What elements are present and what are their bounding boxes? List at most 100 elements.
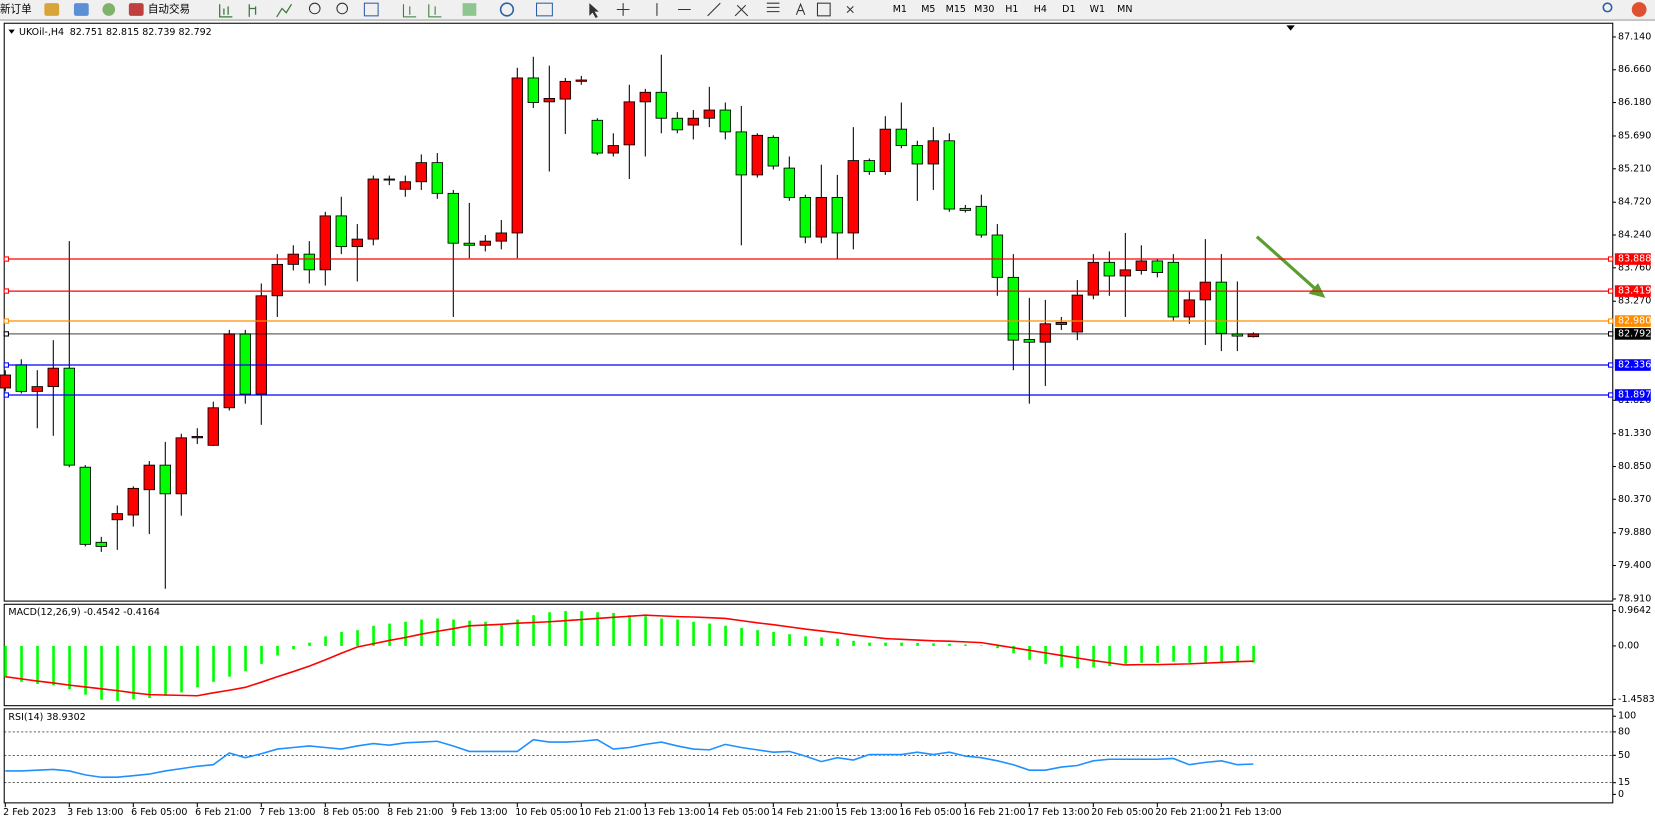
candle-body bbox=[191, 436, 203, 439]
x-tick-label: 8 Feb 05:00 bbox=[323, 807, 379, 818]
icon[interactable] bbox=[402, 4, 442, 18]
timeframe-button[interactable]: H4 bbox=[1034, 4, 1047, 15]
macd-bar bbox=[180, 645, 183, 693]
timeframe-button[interactable]: W1 bbox=[1090, 4, 1105, 15]
icon[interactable] bbox=[536, 2, 553, 17]
icon[interactable] bbox=[248, 4, 257, 17]
macd-bar bbox=[404, 621, 407, 646]
price-label: 82.792 bbox=[1618, 328, 1651, 339]
timeframe-button[interactable]: D1 bbox=[1062, 4, 1075, 15]
candle-body bbox=[239, 333, 251, 395]
y-tick-label: 0 bbox=[1618, 789, 1624, 800]
price-label: 82.336 bbox=[1618, 360, 1651, 371]
candle-body bbox=[799, 197, 812, 238]
macd-bar bbox=[36, 645, 39, 685]
macd-bar bbox=[228, 645, 231, 677]
timeframe-button[interactable]: H1 bbox=[1005, 4, 1018, 15]
macd-bar bbox=[964, 644, 967, 646]
candle-body bbox=[639, 91, 652, 103]
candle-body bbox=[607, 145, 620, 154]
macd-bar bbox=[1092, 645, 1095, 668]
y-tick-label: 85.210 bbox=[1618, 163, 1651, 174]
candle-body bbox=[319, 215, 331, 271]
icon[interactable] bbox=[336, 2, 349, 15]
candle-body bbox=[15, 364, 27, 392]
icon[interactable] bbox=[44, 3, 60, 16]
icon[interactable] bbox=[219, 4, 233, 18]
macd-bar bbox=[356, 630, 359, 646]
macd-bar bbox=[340, 632, 343, 646]
candle-body bbox=[895, 128, 908, 146]
candle-body bbox=[255, 295, 267, 395]
x-tick-label: 10 Feb 21:00 bbox=[579, 807, 641, 818]
x-tick-label: 3 Feb 13:00 bbox=[67, 807, 123, 818]
x-tick-label: 20 Feb 05:00 bbox=[1091, 807, 1153, 818]
macd-bar bbox=[1140, 645, 1143, 663]
macd-bar bbox=[420, 619, 423, 646]
level-handle bbox=[1608, 331, 1614, 337]
x-tick-label: 8 Feb 21:00 bbox=[387, 807, 443, 818]
candle-body bbox=[783, 167, 796, 198]
icon[interactable] bbox=[73, 3, 89, 16]
candle-body bbox=[367, 178, 380, 240]
x-tick-label: 6 Feb 21:00 bbox=[195, 807, 251, 818]
macd-bar bbox=[756, 630, 759, 646]
macd-bar bbox=[52, 645, 55, 686]
icon[interactable] bbox=[766, 2, 780, 13]
macd-bar bbox=[772, 632, 775, 646]
macd-bar bbox=[996, 645, 999, 649]
candle-body bbox=[991, 234, 1004, 278]
price-label: 83.419 bbox=[1618, 286, 1651, 297]
candle-body bbox=[447, 192, 460, 244]
search-icon[interactable] bbox=[1602, 2, 1613, 13]
notification-icon[interactable] bbox=[1631, 2, 1647, 17]
icon[interactable] bbox=[276, 3, 293, 18]
timeframe-button[interactable]: M5 bbox=[921, 4, 935, 15]
candle-body bbox=[271, 263, 283, 297]
timeframe-button[interactable]: M1 bbox=[893, 4, 907, 15]
macd-bar bbox=[564, 611, 567, 646]
x-tick-label: 13 Feb 13:00 bbox=[643, 807, 705, 818]
macd-bar bbox=[116, 645, 119, 701]
auto-trade[interactable]: 自动交易 bbox=[148, 3, 190, 16]
icon[interactable] bbox=[128, 3, 144, 16]
macd-bar bbox=[1108, 645, 1111, 667]
macd-bar bbox=[1156, 645, 1159, 663]
icon[interactable] bbox=[589, 3, 599, 18]
macd-bar bbox=[132, 645, 135, 700]
x-tick-label: 20 Feb 21:00 bbox=[1155, 807, 1217, 818]
icon[interactable] bbox=[308, 2, 321, 15]
timeframe-button[interactable]: MN bbox=[1117, 4, 1132, 15]
macd-bar bbox=[1124, 645, 1127, 664]
macd-bar bbox=[820, 637, 823, 646]
macd-bar bbox=[84, 645, 87, 695]
icon[interactable] bbox=[795, 2, 806, 15]
icon[interactable] bbox=[616, 2, 749, 17]
macd-bar bbox=[1028, 645, 1031, 660]
price-label-bg bbox=[1614, 359, 1651, 371]
icon[interactable] bbox=[363, 2, 379, 17]
candle-body bbox=[127, 487, 139, 516]
new-order[interactable]: 新订单 bbox=[0, 3, 32, 16]
macd-bar bbox=[692, 621, 695, 646]
price-label-bg bbox=[1614, 253, 1651, 265]
timeframe-button[interactable]: M30 bbox=[974, 4, 994, 15]
macd-bar bbox=[4, 645, 7, 677]
macd-bar bbox=[468, 620, 471, 646]
y-tick-label: 15 bbox=[1618, 777, 1630, 788]
icon[interactable] bbox=[846, 5, 854, 14]
icon[interactable] bbox=[462, 3, 477, 16]
arrow-shaft bbox=[1255, 235, 1318, 291]
candle-body bbox=[975, 205, 988, 236]
candle-body bbox=[303, 253, 315, 271]
icon[interactable] bbox=[816, 2, 831, 17]
price-label-bg bbox=[1614, 315, 1651, 327]
macd-bar bbox=[68, 645, 71, 690]
icon[interactable] bbox=[102, 3, 116, 16]
icon[interactable] bbox=[499, 2, 515, 17]
x-tick-label: 14 Feb 05:00 bbox=[707, 807, 769, 818]
timeframe-button[interactable]: M15 bbox=[946, 4, 966, 15]
price-label-bg bbox=[1614, 328, 1651, 340]
macd-bar bbox=[548, 612, 551, 646]
